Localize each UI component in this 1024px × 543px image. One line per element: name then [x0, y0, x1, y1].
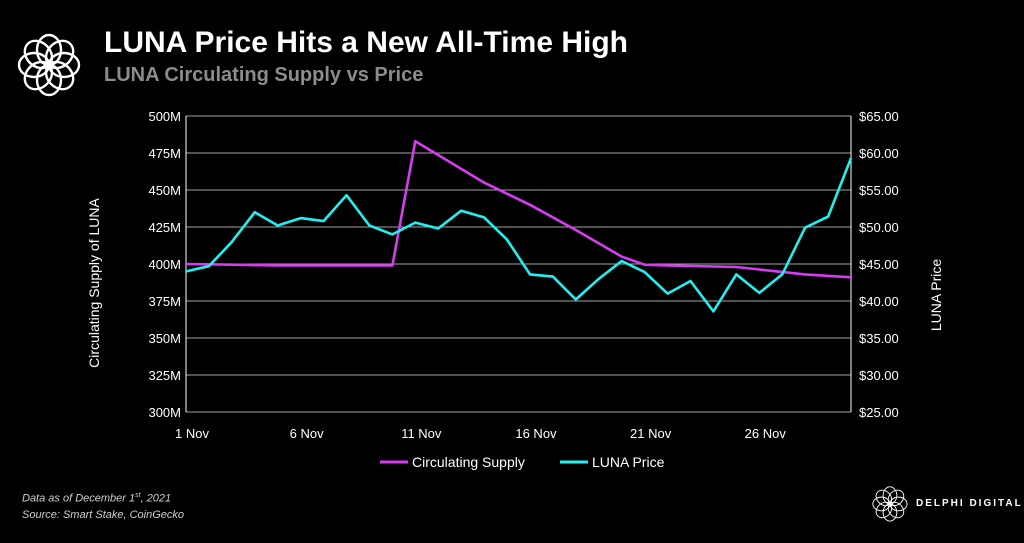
y-left-tick-label: 475M	[148, 146, 181, 161]
y-left-tick-label: 450M	[148, 183, 181, 198]
data-date-note: Data as of December 1st, 2021	[22, 492, 172, 505]
y-axis-right-label: LUNA Price	[928, 259, 944, 332]
brand-logo	[872, 486, 908, 522]
legend-label-price: LUNA Price	[592, 454, 665, 470]
brand-name: DELPHI DIGITAL	[916, 498, 1023, 509]
legend: Circulating Supply LUNA Price	[380, 454, 665, 470]
footnote: Data as of December 1st, 2021 Source: Sm…	[22, 488, 184, 523]
y-right-tick-label: $50.00	[859, 220, 899, 235]
grid-lines	[186, 115, 851, 413]
left-y-axis: 300M 325M 350M 375M 400M 425M 450M 475M 500M	[148, 109, 181, 420]
delphi-flower-icon	[17, 33, 81, 97]
chart-title: LUNA Price Hits a New All-Time High	[104, 26, 628, 59]
y-axis-left-label: Circulating Supply of LUNA	[86, 198, 102, 368]
legend-label-supply: Circulating Supply	[412, 454, 525, 470]
y-right-tick-label: $30.00	[859, 368, 899, 383]
y-right-tick-label: $60.00	[859, 146, 899, 161]
y-right-tick-label: $25.00	[859, 405, 899, 420]
x-axis: 1 Nov 6 Nov 11 Nov 16 Nov 21 Nov 26 Nov	[175, 426, 786, 441]
y-right-tick-label: $65.00	[859, 109, 899, 124]
chart-subtitle: LUNA Circulating Supply vs Price	[104, 64, 424, 86]
y-left-tick-label: 300M	[148, 405, 181, 420]
x-tick-label: 16 Nov	[515, 426, 557, 441]
series-line-luna-price	[185, 157, 853, 313]
y-right-tick-label: $35.00	[859, 331, 899, 346]
series	[185, 139, 853, 313]
x-tick-label: 26 Nov	[745, 426, 787, 441]
source-note: Source: Smart Stake, CoinGecko	[22, 508, 185, 521]
y-left-tick-label: 425M	[148, 220, 181, 235]
series-line-circulating-supply	[185, 139, 852, 279]
x-tick-label: 11 Nov	[401, 426, 442, 441]
y-left-tick-label: 400M	[148, 257, 181, 272]
y-right-tick-label: $55.00	[859, 183, 899, 198]
y-left-tick-label: 350M	[148, 331, 181, 346]
y-right-tick-label: $40.00	[859, 294, 899, 309]
y-left-tick-label: 500M	[148, 109, 181, 124]
right-y-axis: $25.00 $30.00 $35.00 $40.00 $45.00 $50.00 $55.…	[859, 109, 899, 420]
y-left-tick-label: 375M	[148, 294, 181, 309]
y-right-tick-label: $45.00	[859, 257, 899, 272]
x-tick-label: 6 Nov	[290, 426, 324, 441]
x-tick-label: 1 Nov	[175, 426, 209, 441]
y-left-tick-label: 325M	[148, 368, 181, 383]
x-tick-label: 21 Nov	[630, 426, 672, 441]
